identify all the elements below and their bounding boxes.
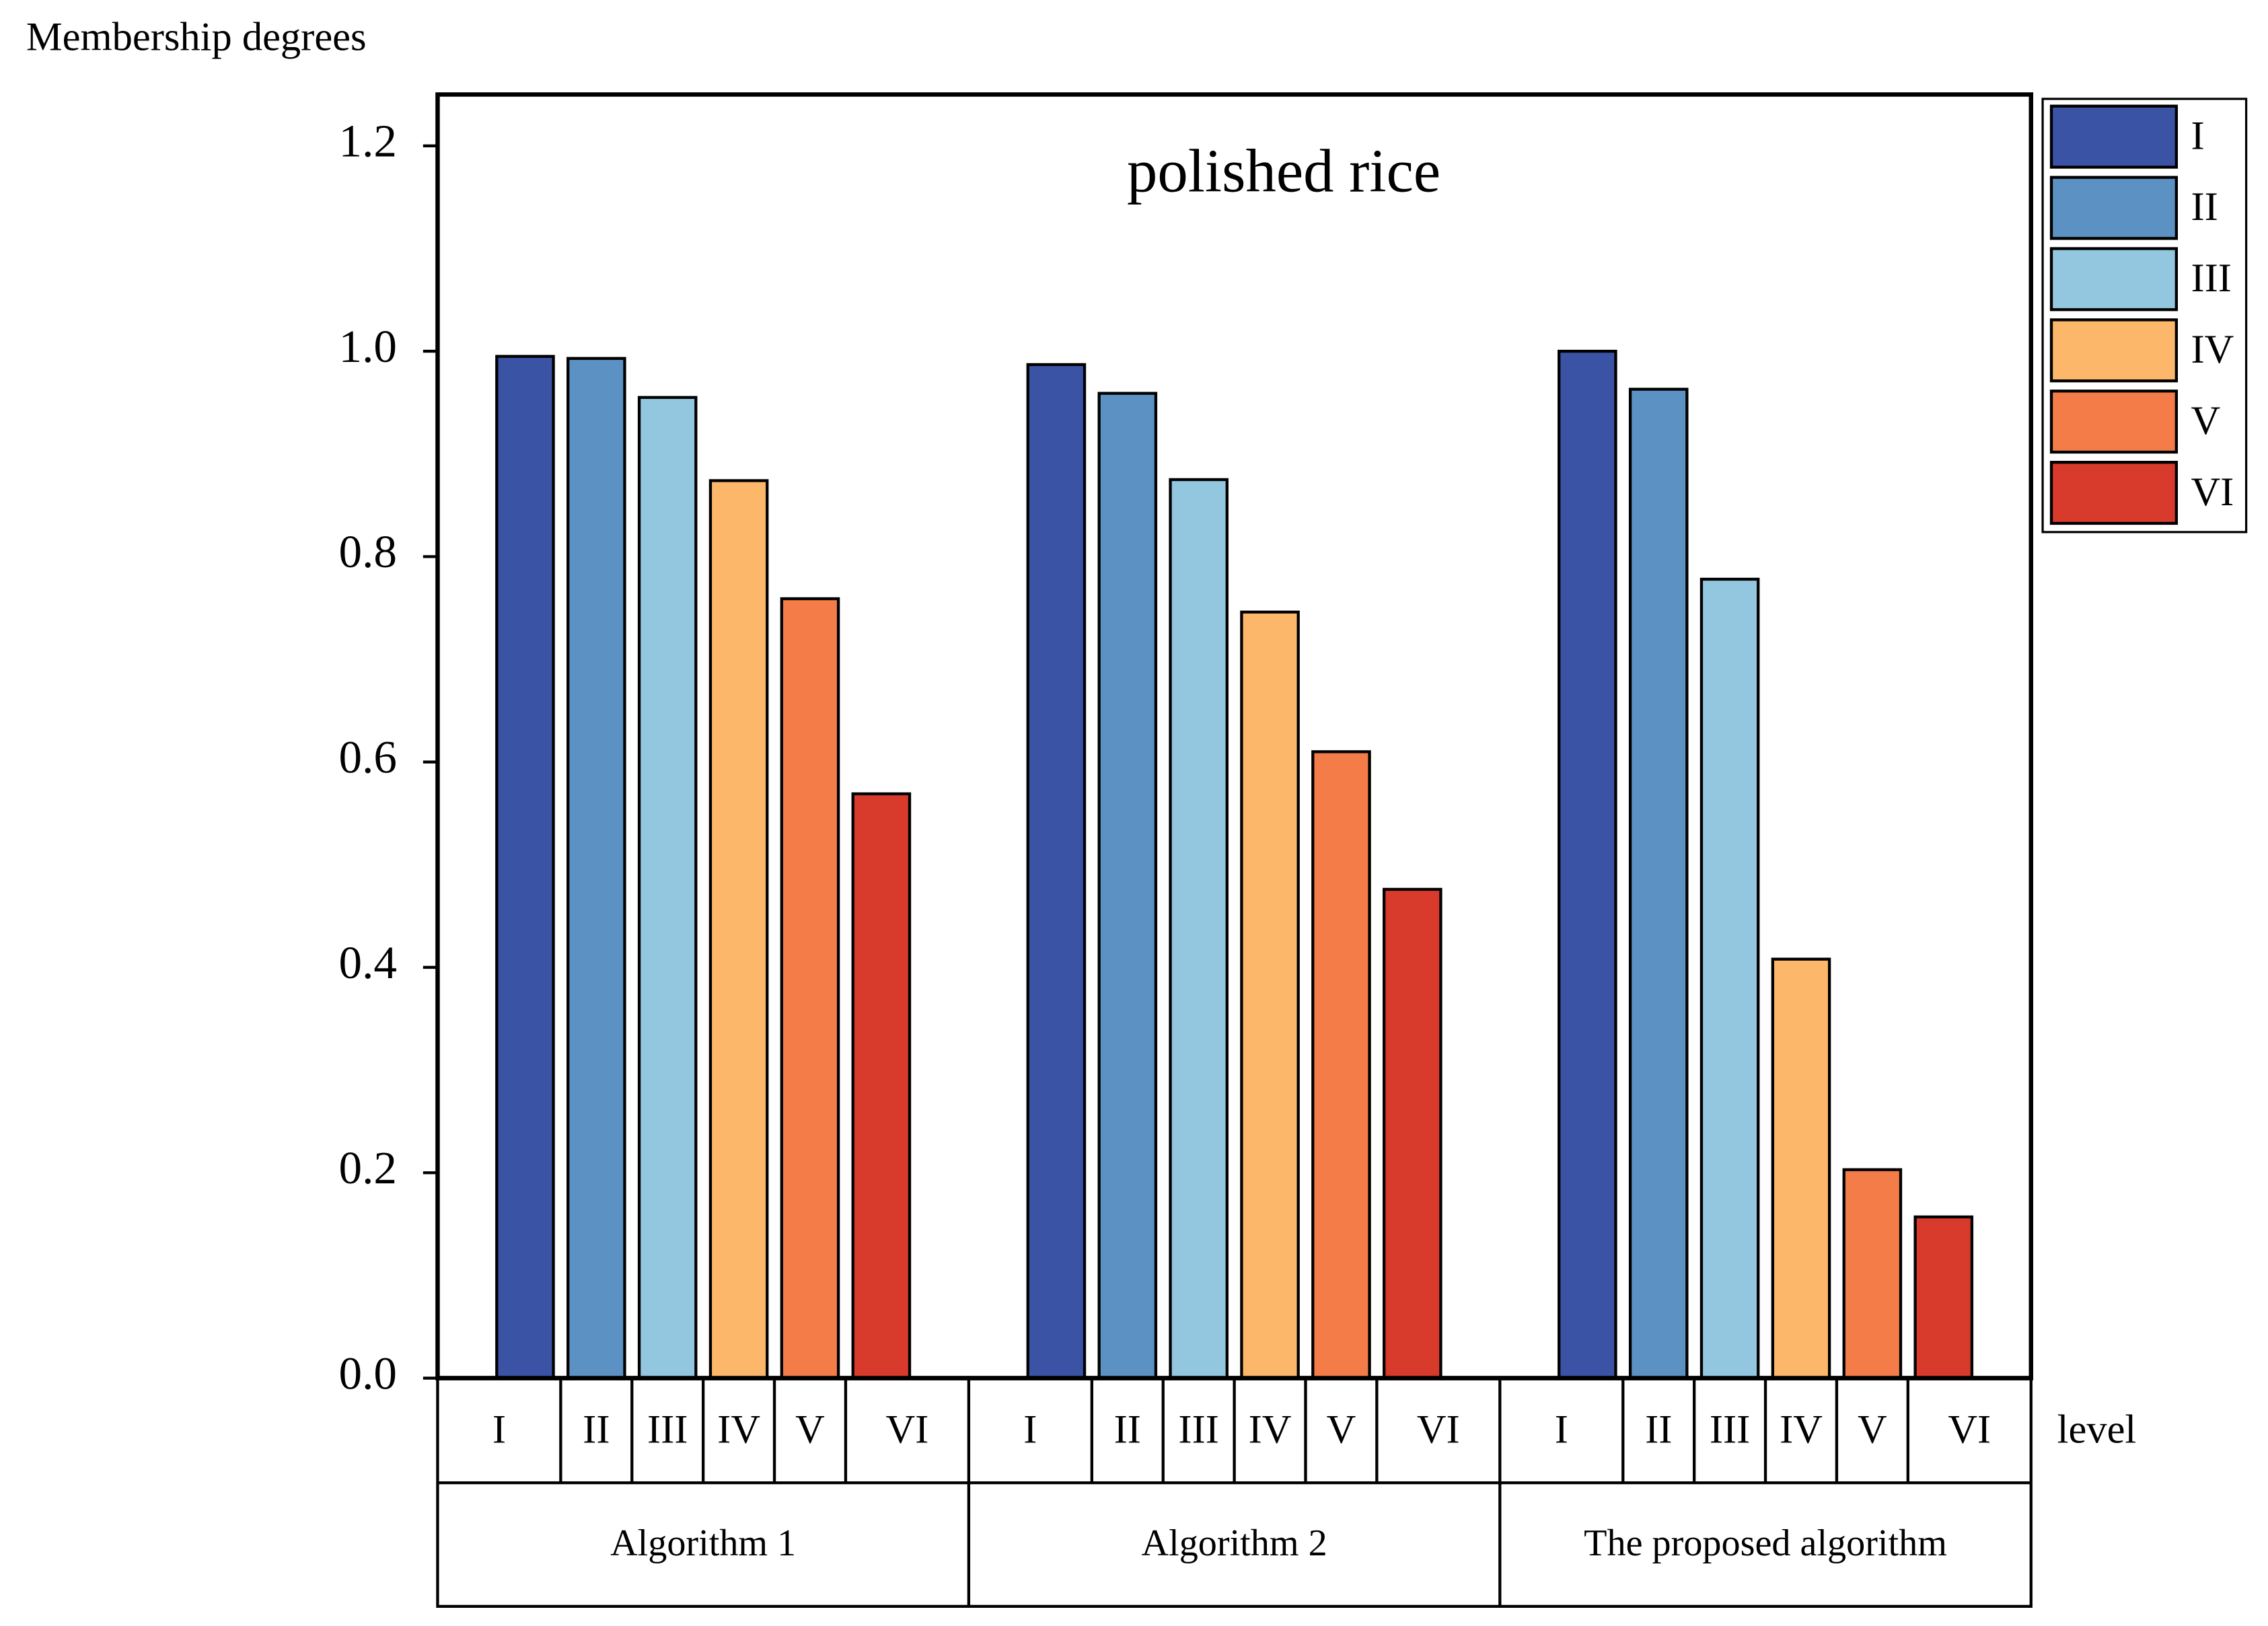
- legend-swatch: [2049, 176, 2179, 240]
- y-tick-label: 0.8: [339, 525, 397, 577]
- y-tick-label: 1.0: [339, 320, 397, 372]
- level-label: III: [1710, 1407, 1750, 1452]
- level-label: I: [1023, 1407, 1037, 1452]
- bar: [1558, 349, 1617, 1380]
- bar: [1026, 363, 1087, 1380]
- level-label: V: [795, 1407, 825, 1452]
- bar: [1842, 1168, 1903, 1380]
- bar: [851, 792, 912, 1380]
- level-label: III: [647, 1407, 688, 1452]
- chart-title: polished rice: [1127, 137, 1440, 205]
- y-tick-label: 0.4: [339, 936, 397, 988]
- legend-swatch: [2049, 461, 2179, 525]
- legend-label: VI: [2191, 470, 2234, 515]
- bar: [495, 355, 555, 1380]
- category-label: The proposed algorithm: [1584, 1522, 1947, 1564]
- bar: [1169, 478, 1229, 1380]
- level-label: II: [1645, 1407, 1672, 1452]
- level-label: IV: [1780, 1407, 1823, 1452]
- legend-label: V: [2191, 398, 2220, 443]
- level-label: VI: [1417, 1407, 1460, 1452]
- x-axis-label: level: [2057, 1407, 2137, 1452]
- bar: [1699, 577, 1760, 1380]
- level-label: III: [1178, 1407, 1218, 1452]
- legend-frame: [2041, 98, 2248, 533]
- bar: [708, 479, 769, 1380]
- legend-label: IV: [2191, 327, 2234, 372]
- y-tick-label: 0.6: [339, 731, 397, 783]
- category-label: Algorithm 2: [1142, 1522, 1327, 1564]
- level-label: II: [1114, 1407, 1141, 1452]
- bar: [1097, 392, 1158, 1380]
- bar: [1913, 1215, 1974, 1380]
- level-label: I: [1555, 1407, 1568, 1452]
- bar: [637, 396, 698, 1380]
- category-label: Algorithm 1: [610, 1522, 796, 1564]
- bar: [566, 357, 626, 1380]
- legend-swatch: [2049, 318, 2179, 383]
- y-axis-label: Membership degrees: [26, 14, 367, 59]
- level-label: V: [1327, 1407, 1356, 1452]
- legend-label: I: [2191, 113, 2204, 158]
- legend-label: II: [2191, 184, 2218, 229]
- level-label: IV: [1249, 1407, 1292, 1452]
- bar: [1383, 887, 1442, 1380]
- y-tick-label: 0.0: [339, 1347, 397, 1399]
- legend-swatch: [2049, 247, 2179, 311]
- bar: [1628, 387, 1689, 1380]
- bar: [780, 597, 840, 1380]
- bar: [1240, 610, 1300, 1380]
- y-tick-label: 1.2: [339, 115, 397, 167]
- level-label: II: [583, 1407, 610, 1452]
- level-label: VI: [1948, 1407, 1991, 1452]
- bar: [1311, 750, 1371, 1380]
- legend-swatch: [2049, 104, 2179, 169]
- level-label: VI: [885, 1407, 928, 1452]
- level-label: I: [492, 1407, 506, 1452]
- legend-swatch: [2049, 390, 2179, 454]
- level-label: IV: [717, 1407, 760, 1452]
- legend-label: III: [2191, 256, 2231, 301]
- bar: [1771, 957, 1831, 1380]
- y-tick-label: 0.2: [339, 1142, 397, 1193]
- level-label: V: [1858, 1407, 1887, 1452]
